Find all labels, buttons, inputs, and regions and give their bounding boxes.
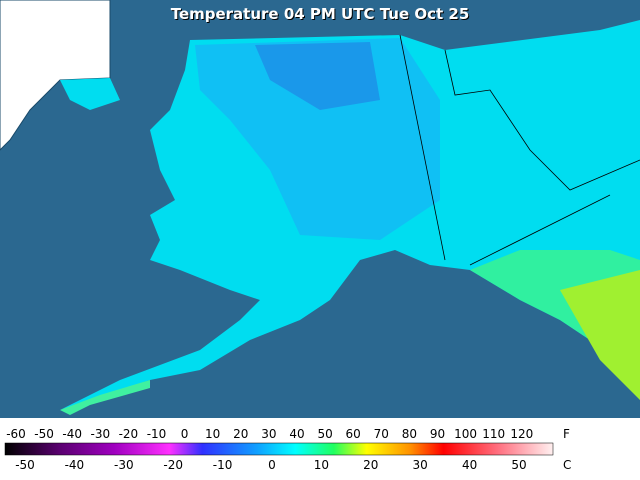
color-scale bbox=[4, 442, 554, 456]
fahrenheit-tick: 0 bbox=[181, 427, 189, 441]
celsius-tick: -30 bbox=[114, 458, 134, 472]
celsius-tick: -40 bbox=[65, 458, 85, 472]
fahrenheit-tick: 70 bbox=[374, 427, 389, 441]
celsius-tick: 0 bbox=[268, 458, 276, 472]
fahrenheit-tick: 90 bbox=[430, 427, 445, 441]
fahrenheit-tick: 30 bbox=[261, 427, 276, 441]
aleutians bbox=[60, 380, 150, 415]
map: Temperature 04 PM UTC Tue Oct 25 Tempera… bbox=[0, 0, 640, 418]
fahrenheit-tick: 20 bbox=[233, 427, 248, 441]
chukotka bbox=[60, 78, 120, 110]
celsius-tick: 40 bbox=[462, 458, 477, 472]
fahrenheit-tick: -50 bbox=[34, 427, 54, 441]
fahrenheit-unit: F bbox=[563, 427, 570, 441]
southeast-warm bbox=[560, 270, 640, 400]
celsius-unit: C bbox=[563, 458, 571, 472]
celsius-tick: 30 bbox=[413, 458, 428, 472]
fahrenheit-tick: -30 bbox=[90, 427, 110, 441]
fahrenheit-tick: -60 bbox=[6, 427, 26, 441]
fahrenheit-tick: 40 bbox=[289, 427, 304, 441]
celsius-tick: -50 bbox=[15, 458, 35, 472]
celsius-tick: -10 bbox=[213, 458, 233, 472]
legend: F C -60 -50 -40 -30 -20 -10 0 10 20 30 40 50 60 70 80 9… bbox=[4, 427, 571, 472]
fahrenheit-tick: -20 bbox=[119, 427, 139, 441]
fahrenheit-tick: 100 bbox=[454, 427, 477, 441]
map-title-shadow: Temperature 04 PM UTC Tue Oct 25 bbox=[172, 6, 471, 24]
fahrenheit-tick: -10 bbox=[147, 427, 167, 441]
fahrenheit-tick: 10 bbox=[205, 427, 220, 441]
fahrenheit-tick: 110 bbox=[482, 427, 505, 441]
interior-cold bbox=[255, 42, 380, 110]
celsius-tick: 10 bbox=[314, 458, 329, 472]
celsius-tick: -20 bbox=[163, 458, 183, 472]
celsius-tick: 50 bbox=[511, 458, 526, 472]
interior-cool bbox=[195, 38, 440, 240]
map-title: Temperature 04 PM UTC Tue Oct 25 bbox=[171, 5, 470, 23]
fahrenheit-tick: -40 bbox=[62, 427, 82, 441]
fahrenheit-tick: 60 bbox=[346, 427, 361, 441]
russia bbox=[0, 0, 110, 150]
fahrenheit-tick: 50 bbox=[317, 427, 332, 441]
russia-coast bbox=[0, 0, 111, 151]
celsius-tick: 20 bbox=[363, 458, 378, 472]
fahrenheit-tick: 80 bbox=[402, 427, 417, 441]
borders bbox=[399, 34, 640, 266]
fahrenheit-tick: 120 bbox=[510, 427, 533, 441]
